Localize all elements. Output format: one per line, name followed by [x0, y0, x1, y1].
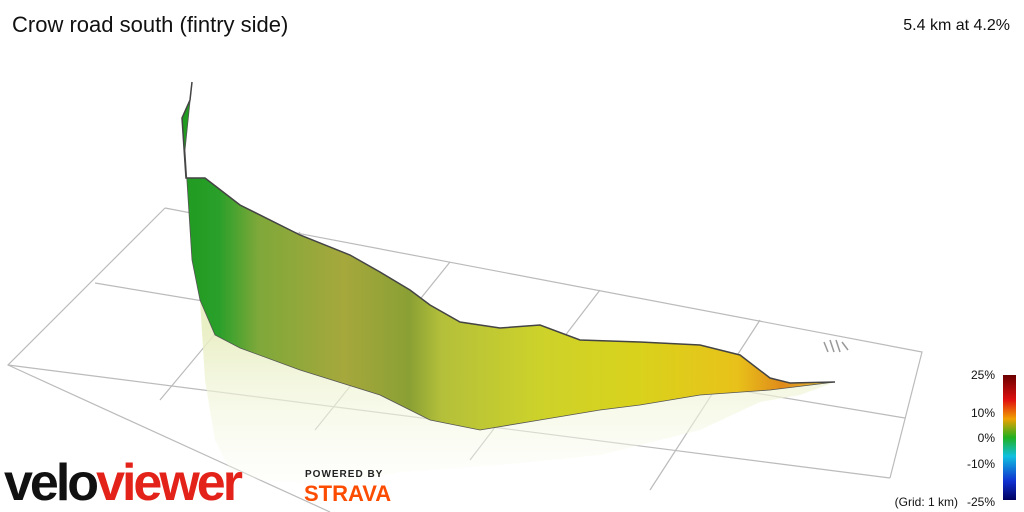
logo-part: viewer: [96, 454, 243, 512]
gradient-scale: [1003, 375, 1016, 500]
logo-part: velo: [4, 454, 97, 512]
scale-label: -25%: [967, 495, 995, 509]
scale-label: 25%: [971, 368, 995, 382]
scale-label: 10%: [971, 406, 995, 420]
powered-by: POWERED BY: [305, 469, 383, 480]
title: Crow road south (fintry side): [12, 12, 288, 37]
profile-outline: [181, 81, 836, 384]
strava-logo: STRAVA: [304, 481, 391, 506]
scale-label: -10%: [967, 457, 995, 471]
scale-label: 0%: [978, 431, 996, 445]
compass-marker: [823, 339, 849, 353]
summary: 5.4 km at 4.2%: [903, 17, 1010, 34]
profile-reflection: [200, 300, 835, 485]
logo: veloviewer: [4, 454, 243, 512]
grid-note: (Grid: 1 km): [895, 495, 958, 509]
